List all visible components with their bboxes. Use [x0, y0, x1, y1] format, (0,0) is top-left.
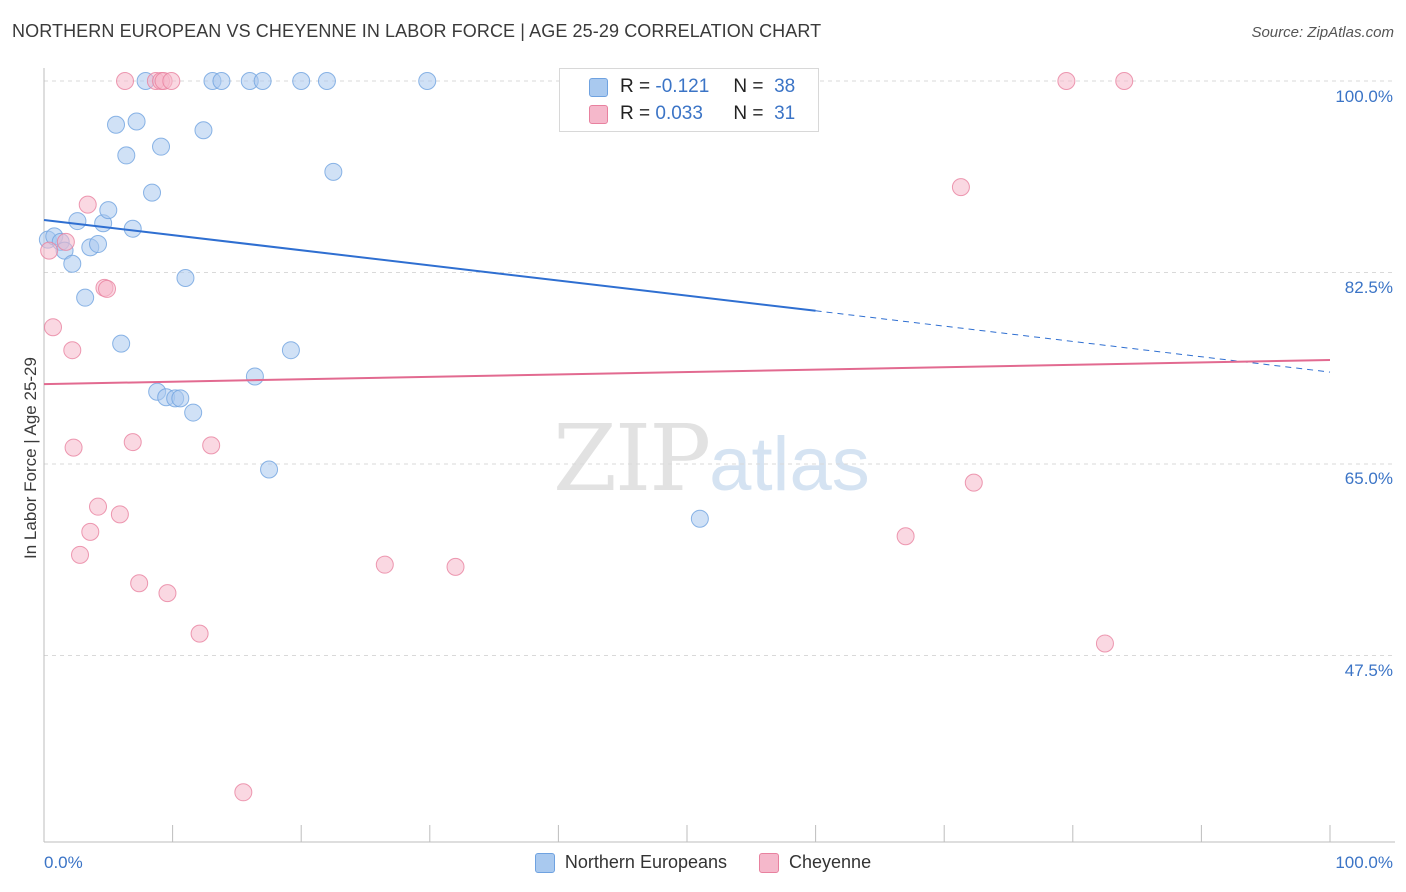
northern-european-point	[245, 367, 264, 386]
northern-european-point	[212, 72, 231, 90]
legend-swatch	[759, 852, 780, 873]
y-tick-label: 100.0%	[1335, 87, 1393, 106]
cheyenne-trend-line	[43, 359, 1331, 386]
northern-european-point	[292, 72, 311, 90]
northern-european-point	[260, 460, 279, 479]
northern-european-point	[127, 112, 146, 131]
n-label: N =	[733, 103, 764, 124]
northern-european-point	[324, 162, 343, 181]
r-value: -0.121	[655, 76, 710, 97]
r-label: R =	[620, 103, 651, 124]
stats-row-cheyenne: R = 0.033 N = 31	[560, 101, 795, 127]
cheyenne-point	[896, 527, 915, 546]
cheyenne-point	[162, 72, 181, 90]
northern-european-point	[117, 146, 136, 165]
legend-label: Cheyenne	[789, 852, 872, 872]
stats-box: R = -0.121 N = 38 R = 0.033 N = 31	[559, 68, 819, 132]
cheyenne-point	[190, 624, 209, 643]
cheyenne-point	[71, 545, 90, 564]
cheyenne-point	[964, 473, 983, 492]
y-axis-label: In Labor Force | Age 25-29	[21, 357, 40, 559]
northern-european-point	[690, 509, 709, 528]
r-label: R =	[620, 76, 651, 97]
northern-european-point	[76, 288, 95, 307]
cheyenne-point	[158, 584, 177, 603]
chart-legend: Northern Europeans Cheyenne	[0, 852, 1406, 873]
cheyenne-point	[110, 505, 129, 524]
northern-european-point	[176, 268, 195, 287]
legend-swatch	[534, 852, 555, 873]
n-value: 38	[774, 76, 796, 97]
northern-european-point	[107, 115, 126, 134]
northern-european-point	[89, 235, 108, 254]
cheyenne-point	[951, 178, 970, 197]
n-label: N =	[733, 76, 764, 97]
cheyenne-point	[78, 195, 97, 214]
northern-european-point	[99, 201, 118, 220]
cheyenne-point	[234, 783, 253, 802]
cheyenne-point	[44, 318, 63, 337]
series-swatch	[589, 77, 608, 97]
cheyenne-point	[63, 341, 82, 360]
cheyenne-point	[446, 557, 465, 576]
y-tick-label: 82.5%	[1344, 278, 1393, 297]
cheyenne-point	[98, 279, 117, 298]
northern-european-point	[68, 212, 87, 231]
cheyenne-point	[375, 555, 394, 574]
cheyenne-point	[89, 497, 108, 516]
northern-european-point	[184, 403, 203, 422]
cheyenne-point	[56, 232, 75, 251]
y-tick-label: 47.5%	[1344, 661, 1393, 680]
r-value: 0.033	[655, 103, 703, 124]
cheyenne-point	[1057, 72, 1076, 90]
chart-title: NORTHERN EUROPEAN VS CHEYENNE IN LABOR F…	[12, 21, 822, 41]
northern-european-point	[63, 254, 82, 273]
cheyenne-point	[1095, 634, 1114, 653]
northern-european-trend-line	[43, 218, 816, 312]
northern-european-point	[317, 72, 336, 90]
northern-european-point	[194, 121, 213, 140]
cheyenne-point	[1115, 72, 1134, 90]
cheyenne-point	[130, 574, 149, 593]
northern-european-point	[143, 183, 162, 202]
northern-european-point	[171, 389, 190, 408]
x-tick-label: 0.0%	[44, 853, 83, 872]
source-label: Source: ZipAtlas.com	[1251, 24, 1394, 41]
cheyenne-point	[123, 433, 142, 452]
northern-european-point	[281, 341, 300, 360]
stats-row-northern-europeans: R = -0.121 N = 38	[560, 74, 795, 100]
cheyenne-point	[116, 72, 135, 90]
northern-european-point	[112, 334, 131, 353]
northern-european-trend-extension	[815, 310, 1331, 373]
x-tick-label: 100.0%	[1335, 853, 1393, 872]
watermark-zip: ZIP	[553, 405, 711, 512]
watermark: ZIPatlas	[553, 405, 870, 512]
cheyenne-point	[40, 241, 59, 260]
northern-european-point	[253, 72, 272, 90]
legend-label: Northern Europeans	[564, 852, 728, 872]
cheyenne-point	[64, 438, 83, 457]
y-tick-label: 65.0%	[1344, 469, 1393, 488]
northern-european-point	[418, 72, 437, 90]
series-swatch	[589, 104, 608, 124]
cheyenne-point	[81, 522, 100, 541]
northern-european-point	[152, 137, 171, 156]
n-value: 31	[774, 103, 796, 124]
legend-item-cheyenne[interactable]: Cheyenne	[759, 852, 871, 873]
cheyenne-point	[202, 436, 221, 455]
legend-item-northern-europeans[interactable]: Northern Europeans	[534, 852, 728, 873]
